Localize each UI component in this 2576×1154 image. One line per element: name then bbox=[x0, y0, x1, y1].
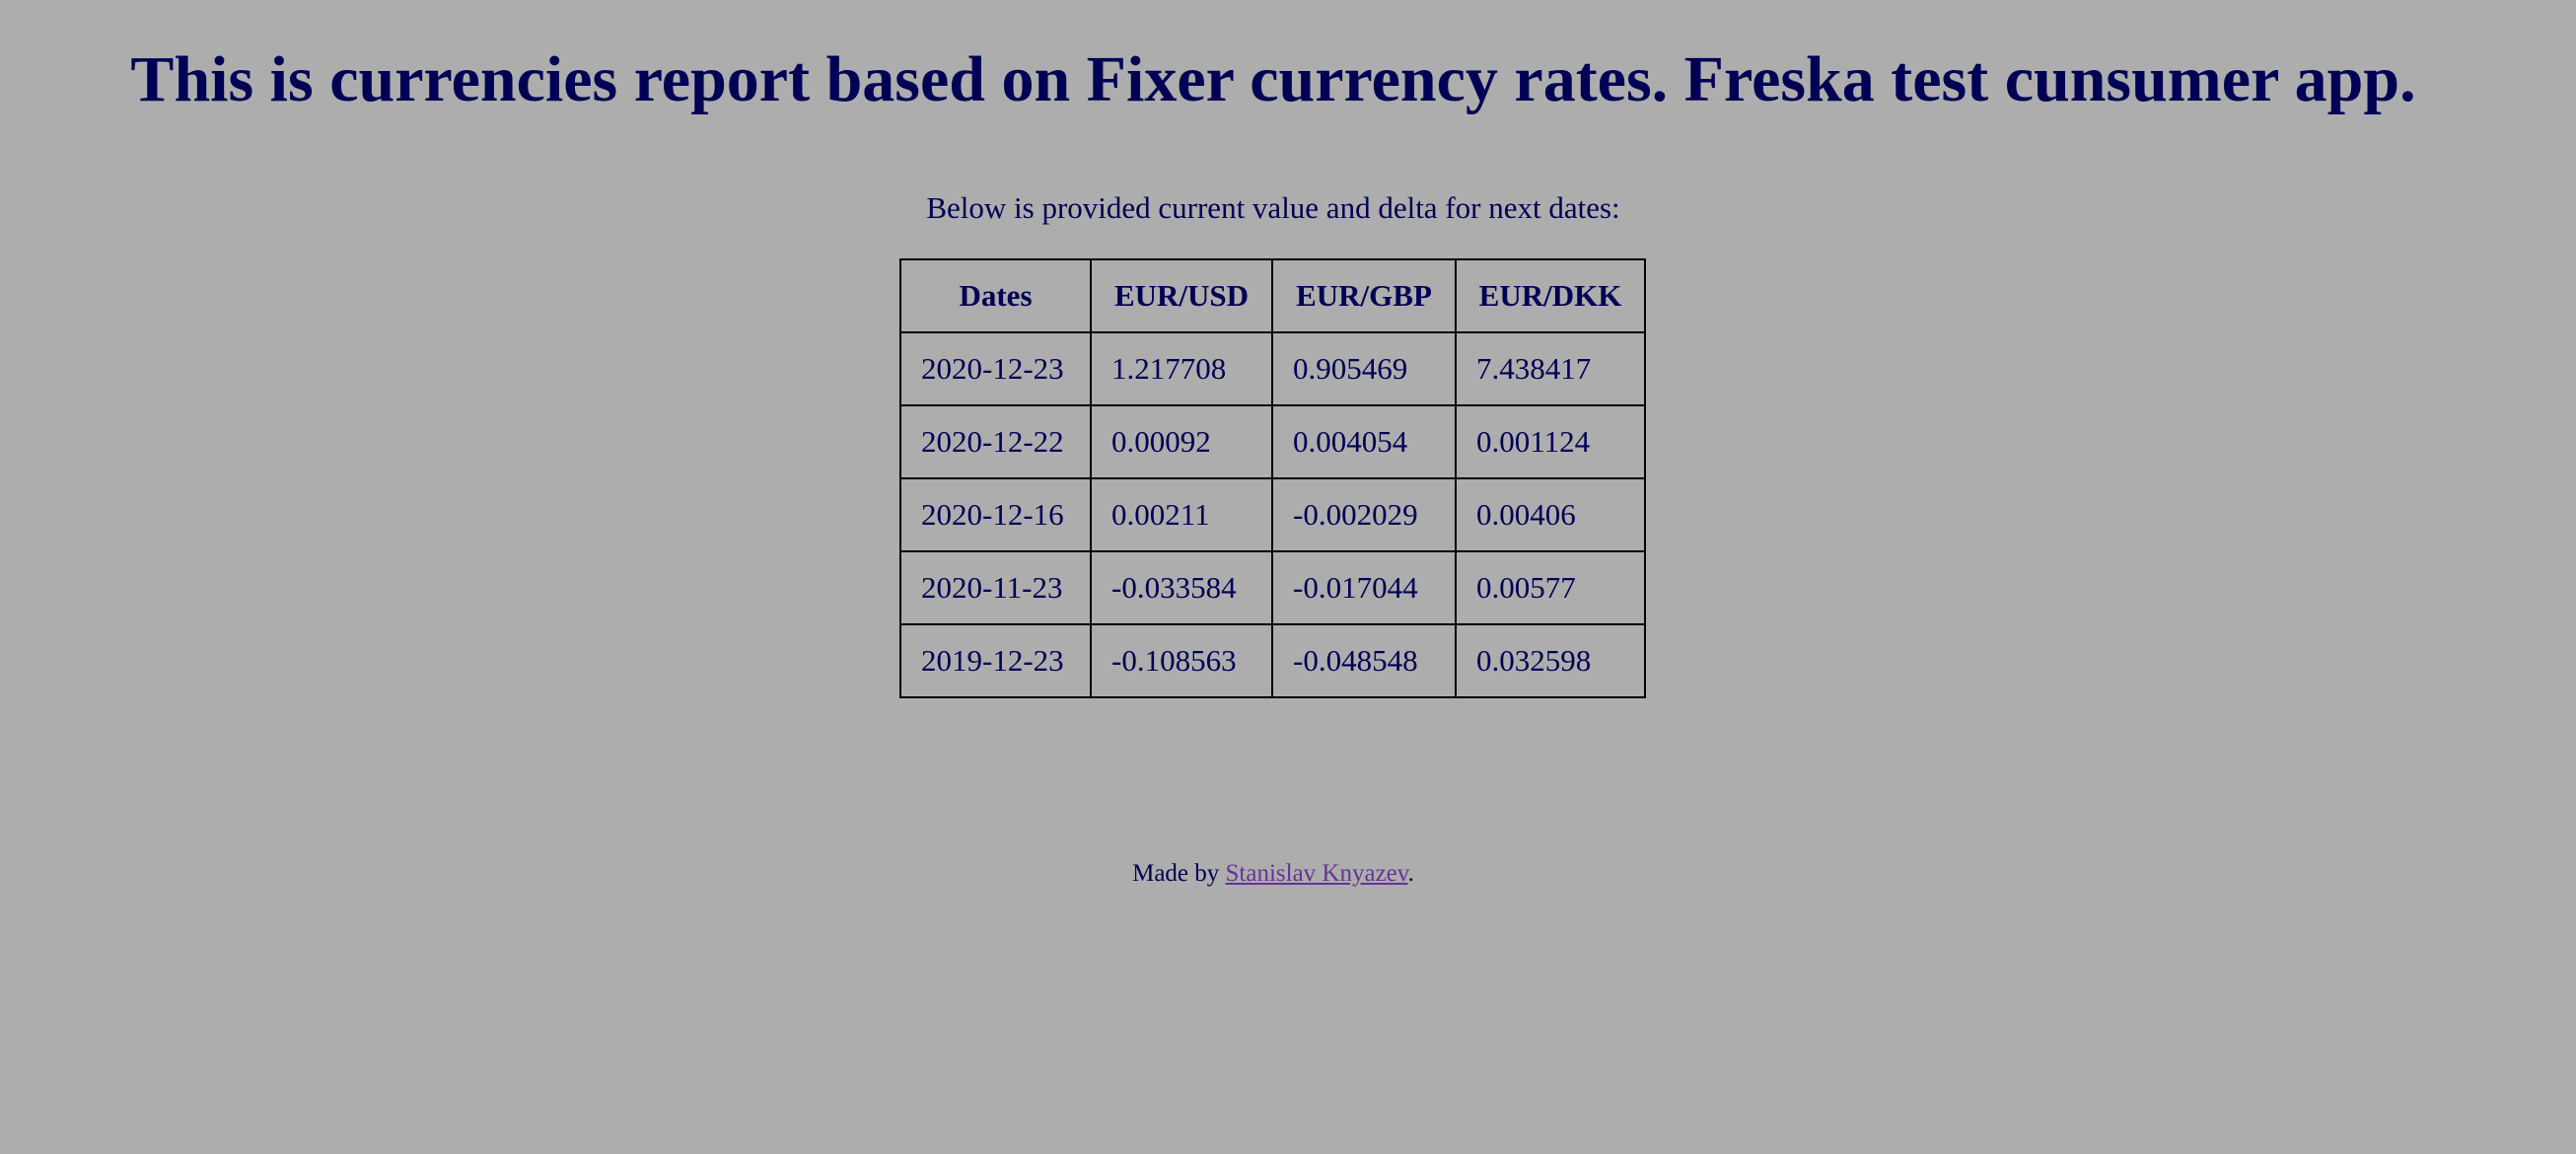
date-cell: 2020-12-22 bbox=[899, 404, 1092, 479]
eur-gbp-cell: 0.905469 bbox=[1271, 331, 1457, 406]
eur-dkk-cell: 7.438417 bbox=[1455, 331, 1646, 406]
table-row: 2019-12-23 -0.108563 -0.048548 0.032598 bbox=[899, 623, 1646, 698]
date-cell: 2019-12-23 bbox=[899, 623, 1092, 698]
eur-usd-cell: -0.033584 bbox=[1090, 550, 1273, 625]
footer-prefix: Made by bbox=[1132, 860, 1226, 887]
eur-gbp-cell: -0.017044 bbox=[1271, 550, 1457, 625]
date-cell: 2020-12-23 bbox=[899, 331, 1092, 406]
column-header-eur-usd: EUR/USD bbox=[1090, 258, 1273, 333]
eur-gbp-cell: -0.002029 bbox=[1271, 477, 1457, 552]
intro-text: Below is provided current value and delt… bbox=[926, 190, 1620, 225]
footer: Made by Stanislav Knyazev. bbox=[0, 856, 2546, 892]
footer-suffix: . bbox=[1407, 860, 1414, 887]
column-header-eur-gbp: EUR/GBP bbox=[1271, 258, 1457, 333]
eur-usd-cell: 1.217708 bbox=[1090, 331, 1273, 406]
eur-usd-cell: 0.00211 bbox=[1090, 477, 1273, 552]
date-cell: 2020-12-16 bbox=[899, 477, 1092, 552]
table-header-row: Dates EUR/USD EUR/GBP EUR/DKK bbox=[899, 258, 1646, 333]
table-row: 2020-12-16 0.00211 -0.002029 0.00406 bbox=[899, 477, 1646, 552]
eur-dkk-cell: 0.00577 bbox=[1455, 550, 1646, 625]
column-header-dates: Dates bbox=[899, 258, 1092, 333]
table-row: 2020-11-23 -0.033584 -0.017044 0.00577 bbox=[899, 550, 1646, 625]
eur-dkk-cell: 0.00406 bbox=[1455, 477, 1646, 552]
eur-dkk-cell: 0.032598 bbox=[1455, 623, 1646, 698]
page-title: This is currencies report based on Fixer… bbox=[130, 43, 2416, 115]
table-row: 2020-12-23 1.217708 0.905469 7.438417 bbox=[899, 331, 1646, 406]
date-cell: 2020-11-23 bbox=[899, 550, 1092, 625]
table-row: 2020-12-22 0.00092 0.004054 0.001124 bbox=[899, 404, 1646, 479]
eur-usd-cell: -0.108563 bbox=[1090, 623, 1273, 698]
eur-gbp-cell: 0.004054 bbox=[1271, 404, 1457, 479]
column-header-eur-dkk: EUR/DKK bbox=[1455, 258, 1646, 333]
currency-rates-table: Dates EUR/USD EUR/GBP EUR/DKK 2020-12-23… bbox=[899, 258, 1646, 698]
eur-dkk-cell: 0.001124 bbox=[1455, 404, 1646, 479]
eur-usd-cell: 0.00092 bbox=[1090, 404, 1273, 479]
eur-gbp-cell: -0.048548 bbox=[1271, 623, 1457, 698]
author-link[interactable]: Stanislav Knyazev bbox=[1225, 860, 1408, 887]
